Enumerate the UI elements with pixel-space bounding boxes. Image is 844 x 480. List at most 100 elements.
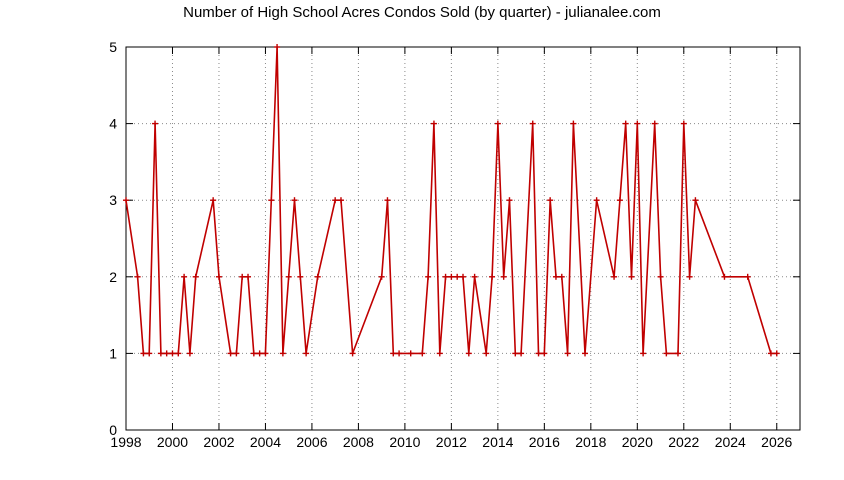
data-point <box>460 273 466 280</box>
y-tick-label: 2 <box>109 269 117 285</box>
x-tick-label: 2012 <box>436 434 467 450</box>
data-point <box>494 120 501 127</box>
x-tick-label: 2026 <box>761 434 792 450</box>
data-point <box>378 273 385 280</box>
x-tick-label: 2024 <box>715 434 746 450</box>
data-point <box>384 197 391 204</box>
data-point <box>297 273 304 280</box>
data-point <box>500 273 507 280</box>
data-point <box>506 197 513 204</box>
data-point <box>123 197 129 204</box>
data-point <box>169 350 176 357</box>
plot-frame <box>125 46 801 431</box>
data-point <box>425 273 432 280</box>
data-point <box>303 350 310 357</box>
data-point <box>140 350 147 357</box>
x-tick-label: 2006 <box>296 434 327 450</box>
data-point <box>582 350 589 357</box>
data-point <box>547 197 554 204</box>
data-point <box>262 350 269 357</box>
data-point <box>558 273 565 280</box>
data-point <box>332 197 339 204</box>
data-point <box>454 273 461 280</box>
data-point <box>634 120 641 127</box>
data-point <box>564 350 571 357</box>
data-point <box>622 120 629 127</box>
data-point <box>680 120 687 127</box>
chart-title: Number of High School Acres Condos Sold … <box>183 4 661 21</box>
x-tick-label: 2002 <box>203 434 234 450</box>
data-point <box>686 273 693 280</box>
y-tick-label: 5 <box>109 39 117 55</box>
data-point <box>529 120 536 127</box>
data-point <box>152 120 159 127</box>
data-point <box>442 273 449 280</box>
data-point <box>407 350 414 357</box>
data-point <box>570 120 577 127</box>
data-point <box>721 273 728 280</box>
data-point <box>674 350 681 357</box>
x-tick-label: 2004 <box>250 434 281 450</box>
data-point <box>274 44 281 50</box>
data-point <box>518 350 525 357</box>
data-point <box>291 197 298 204</box>
data-point <box>663 350 670 357</box>
y-tick-label: 1 <box>109 345 117 361</box>
data-point <box>471 273 478 280</box>
data-point <box>337 197 344 204</box>
data-point <box>436 350 443 357</box>
y-tick-label: 4 <box>109 116 117 132</box>
x-tick-label: 2008 <box>343 434 374 450</box>
x-tick-label: 2018 <box>575 434 606 450</box>
data-point <box>657 273 664 280</box>
data-point <box>767 350 774 357</box>
data-point <box>651 120 658 127</box>
data-point <box>250 350 257 357</box>
axis-ticks <box>125 46 800 431</box>
data-point <box>163 350 170 357</box>
x-tick-label: 1998 <box>110 434 141 450</box>
data-point <box>541 350 548 357</box>
x-tick-label: 2000 <box>157 434 188 450</box>
data-point <box>210 197 217 204</box>
grid-lines <box>126 47 800 430</box>
data-point <box>239 273 246 280</box>
data-point <box>134 273 141 280</box>
data-point <box>157 350 164 357</box>
series-layer <box>123 44 780 357</box>
tick-labels: 1998 2000 2002 2004 2006 2008 2010 2012 2014 2016… <box>109 39 792 450</box>
data-point <box>692 197 699 204</box>
data-point <box>773 350 780 357</box>
data-point <box>268 197 275 204</box>
data-point <box>245 273 252 280</box>
data-point <box>227 350 234 357</box>
data-point <box>640 350 647 357</box>
y-tick-label: 0 <box>109 422 117 438</box>
x-tick-label: 2022 <box>668 434 699 450</box>
x-tick-label: 2010 <box>389 434 420 450</box>
y-tick-label: 3 <box>109 192 117 208</box>
data-point <box>465 350 472 357</box>
x-tick-label: 2020 <box>622 434 653 450</box>
data-point <box>146 350 153 357</box>
data-point <box>349 350 356 357</box>
data-point <box>552 273 559 280</box>
data-point <box>314 273 321 280</box>
data-point <box>396 350 403 357</box>
data-point <box>483 350 490 357</box>
x-tick-label: 2014 <box>482 434 513 450</box>
data-point <box>448 273 455 280</box>
data-point <box>430 120 437 127</box>
data-point <box>611 273 618 280</box>
data-point <box>175 350 182 357</box>
data-point <box>192 273 199 280</box>
data-point <box>744 273 751 280</box>
data-point <box>215 273 222 280</box>
x-tick-label: 2016 <box>529 434 560 450</box>
data-point <box>390 350 397 357</box>
data-point <box>233 350 240 357</box>
data-point <box>535 350 542 357</box>
data-point <box>181 273 188 280</box>
